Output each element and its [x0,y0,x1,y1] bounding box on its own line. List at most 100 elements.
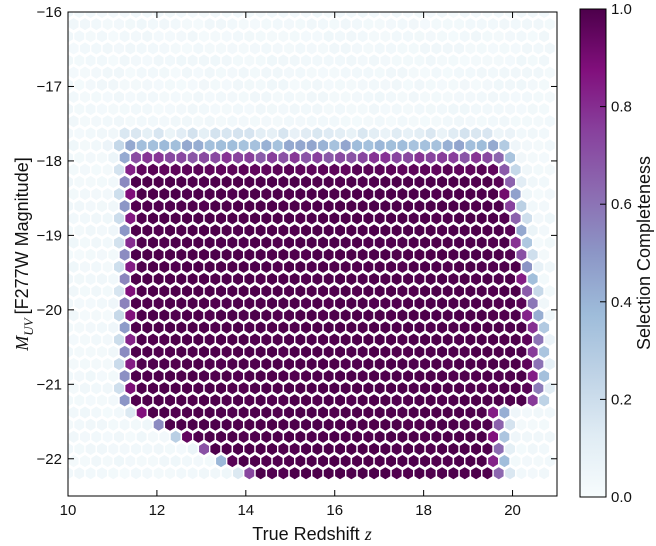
hex-cell [537,319,551,336]
hex-cell [163,247,177,263]
hex-cell [515,247,528,263]
hex-cell [260,332,273,348]
hex-cell [140,295,154,311]
hex-cell [84,465,98,481]
hex-cell [430,307,443,324]
hex-cell [379,416,392,433]
hex-cell [503,416,517,433]
hex-cell [515,392,528,409]
hex-cell [146,186,160,202]
hex-cell [243,465,256,481]
hex-cell [95,12,109,20]
hex-cell [458,441,472,457]
hex-cell [95,77,109,93]
hex-cell [271,234,285,251]
hex-cell [231,101,245,117]
hex-cell [492,271,506,287]
hex-cell [129,125,143,142]
hex-cell [373,283,387,299]
hex-cell [89,356,103,372]
hex-cell [135,210,149,227]
hex-cell [277,368,290,384]
hex-cell [350,404,364,421]
hex-cell [526,368,540,384]
hex-cell [520,356,534,372]
hex-cell [254,368,268,384]
hex-cell [418,259,432,275]
hex-cell [407,64,421,81]
hex-cell [396,356,409,372]
hex-cell [237,64,251,81]
hex-cell [157,186,171,202]
hex-cell [543,234,557,251]
y-tick: −17 [37,78,557,95]
hex-cell [316,259,330,275]
hex-cell [152,344,166,360]
hex-cell [537,271,551,287]
hex-cell [225,137,239,154]
hex-cell [89,404,103,421]
hex-cell [68,137,81,154]
hex-cell [356,12,370,20]
hex-cell [169,162,183,178]
hex-cell [260,283,273,299]
hex-cell [322,295,336,311]
hex-cell [396,113,409,129]
hex-cell [526,174,540,190]
hex-cell [498,283,511,299]
hex-cell [186,101,200,117]
hex-cell [418,113,432,129]
hex-cell [135,380,149,396]
hex-cell [424,344,438,360]
hex-cell [492,28,506,44]
hex-cell [316,332,330,348]
hex-cell [447,174,460,190]
hex-cell [84,77,98,93]
hex-cell [248,64,262,81]
hex-cell [237,162,251,178]
y-axis-label: MUV[F277W Magnitude] [12,157,36,351]
hex-cell [254,101,268,117]
hex-cell [152,416,166,433]
hex-cell [78,453,92,469]
hex-cell [367,222,381,239]
hex-cell [322,101,336,117]
hex-cell [191,40,205,57]
hex-cell [424,174,438,190]
hex-cell [248,259,262,275]
hex-cell [220,174,234,190]
hex-cell [430,16,443,32]
hex-cell [441,113,455,129]
hex-cell [333,101,347,117]
hex-cell [424,101,438,117]
hex-cell [140,101,154,117]
hex-cell [458,465,472,481]
hex-cell [469,344,483,360]
hex-cell [367,52,381,69]
hex-cell [333,319,347,336]
hex-cell [373,356,387,372]
hex-cell [435,125,449,142]
hex-cell [520,283,534,299]
hex-cell [203,186,217,202]
hex-cell [146,210,160,227]
hex-cell [152,12,166,20]
y-tick-label: −19 [37,227,62,244]
hex-cell [140,416,154,433]
hex-cell [401,368,415,384]
hex-cell [231,222,245,239]
hex-cell [396,162,409,178]
hex-cell [322,52,336,69]
hex-cell [135,307,149,324]
hex-cell [384,40,398,57]
hex-cell [203,162,217,178]
hex-cell [89,16,103,32]
hex-cell [532,186,545,202]
hex-cell [106,441,120,457]
y-tick-label: −18 [37,153,62,170]
hex-cell [225,64,239,81]
hex-cell [515,295,528,311]
hex-cell [464,283,477,299]
hex-cell [430,64,443,81]
hex-cell [356,28,370,44]
